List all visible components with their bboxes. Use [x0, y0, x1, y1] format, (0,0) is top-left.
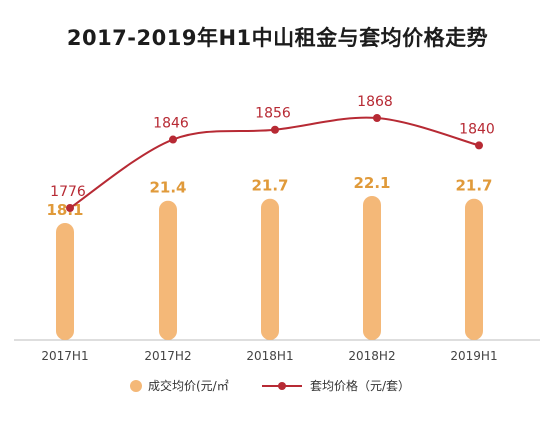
- line-label-2017H1: 1776: [50, 184, 86, 200]
- line-point-2018H2: [373, 114, 381, 122]
- legend-item-rent: 成交均价(元/㎡: [130, 377, 229, 394]
- legend-swatch-line: [262, 380, 302, 392]
- x-tick-2019H1: 2019H1: [450, 349, 497, 363]
- line-point-2017H1: [66, 204, 74, 212]
- line-point-2019H1: [475, 141, 483, 150]
- bar-label-2017H1: 18.1: [46, 201, 83, 219]
- chart-title: 2017-2019年H1中山租金与套均价格走势: [66, 26, 489, 50]
- bar-2019H1: [465, 198, 483, 340]
- legend-swatch-bar: [130, 379, 142, 392]
- x-tick-2018H2: 2018H2: [348, 349, 395, 363]
- x-tick-2018H1: 2018H1: [246, 349, 293, 363]
- bar-label-2017H2: 21.4: [149, 179, 186, 197]
- line-label-2019H1: 1840: [459, 121, 495, 137]
- line-label-2017H2: 1846: [153, 116, 189, 132]
- bar-2018H1: [261, 198, 279, 340]
- bar-2017H1: [56, 223, 74, 340]
- bar-2018H2: [363, 196, 381, 340]
- line-point-2018H1: [271, 125, 279, 134]
- bar-label-2018H1: 21.7: [251, 177, 288, 195]
- x-tick-2017H1: 2017H1: [41, 349, 88, 363]
- x-tick-2017H2: 2017H2: [144, 349, 191, 363]
- legend-label-price: 套均价格（元/套）: [310, 379, 411, 393]
- legend-item-price: 套均价格（元/套）: [262, 377, 410, 394]
- bar-2017H2: [159, 200, 177, 340]
- bar-label-2018H2: 22.1: [353, 174, 390, 192]
- line-label-2018H1: 1856: [255, 106, 291, 122]
- bar-label-2019H1: 21.7: [455, 177, 492, 195]
- line-point-2017H2: [169, 135, 177, 144]
- line-label-2018H2: 1868: [357, 94, 393, 110]
- legend-label-rent: 成交均价(元/㎡: [148, 379, 229, 393]
